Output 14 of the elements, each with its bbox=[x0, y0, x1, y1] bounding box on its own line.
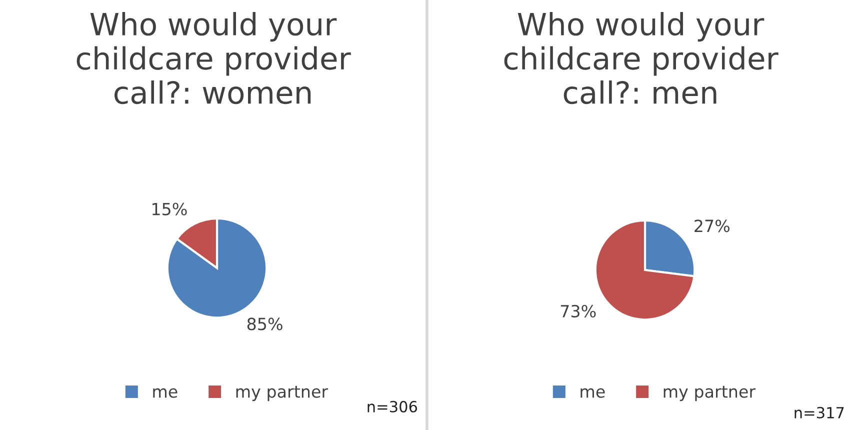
data-label: 27% bbox=[694, 220, 730, 232]
data-label: 85% bbox=[247, 318, 282, 330]
data-label: 73% bbox=[560, 304, 596, 318]
legend-label: my partner bbox=[236, 386, 328, 402]
chart-title: Who would your childcare provider call?: men bbox=[504, 12, 778, 104]
legend-label: my partner bbox=[664, 386, 756, 402]
legend-label: me bbox=[580, 388, 605, 398]
chart-title: Who would your childcare provider call?: women bbox=[76, 12, 351, 104]
pie-slice bbox=[594, 219, 696, 321]
data-label: 15% bbox=[152, 202, 187, 216]
pie-slice bbox=[166, 217, 268, 319]
text: n=306 bbox=[368, 400, 418, 412]
legend-label: me bbox=[153, 388, 178, 398]
text: n=317 bbox=[794, 406, 844, 418]
